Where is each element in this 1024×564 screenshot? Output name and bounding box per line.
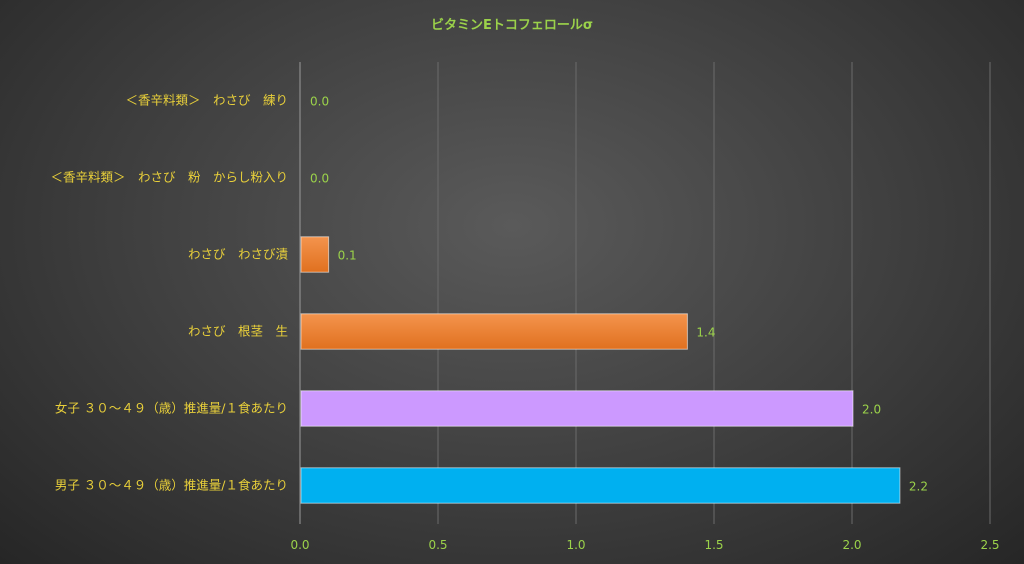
data-label: 0.0: [310, 95, 329, 109]
category-label: 女子 ３０～４９（歳）推進量/１食あたり: [55, 401, 288, 416]
category-label: 男子 ３０～４９（歳）推進量/１食あたり: [55, 478, 288, 493]
bar: [300, 236, 330, 273]
gridlines: [299, 62, 991, 524]
data-label: 0.0: [310, 172, 329, 186]
x-tick-label: 1.5: [704, 538, 723, 552]
data-label: 1.4: [696, 326, 715, 340]
data-labels: 0.0 0.0 0.1 1.4 2.0 2.2: [310, 95, 928, 494]
x-tick-label: 2.5: [980, 538, 999, 552]
x-tick-label: 0.0: [290, 538, 309, 552]
x-tick-label: 2.0: [842, 538, 861, 552]
bar: [300, 390, 854, 427]
x-tick-label: 1.0: [566, 538, 585, 552]
data-label: 0.1: [338, 249, 357, 263]
bar: [300, 467, 901, 504]
category-label: ＜香辛料類＞ わさび 練り: [125, 93, 288, 108]
x-tick-label: 0.5: [428, 538, 447, 552]
bar: [300, 313, 688, 350]
data-label: 2.2: [909, 480, 928, 494]
data-label: 2.0: [862, 403, 881, 417]
category-label: わさび 根茎 生: [188, 324, 288, 339]
bars: [300, 236, 901, 504]
x-axis-ticks: 0.0 0.5 1.0 1.5 2.0 2.5: [290, 538, 999, 552]
category-label: わさび わさび漬: [188, 247, 289, 262]
chart-title: ビタミンEトコフェロールσ: [431, 17, 593, 33]
category-label: ＜香辛料類＞ わさび 粉 からし粉入り: [50, 170, 288, 185]
